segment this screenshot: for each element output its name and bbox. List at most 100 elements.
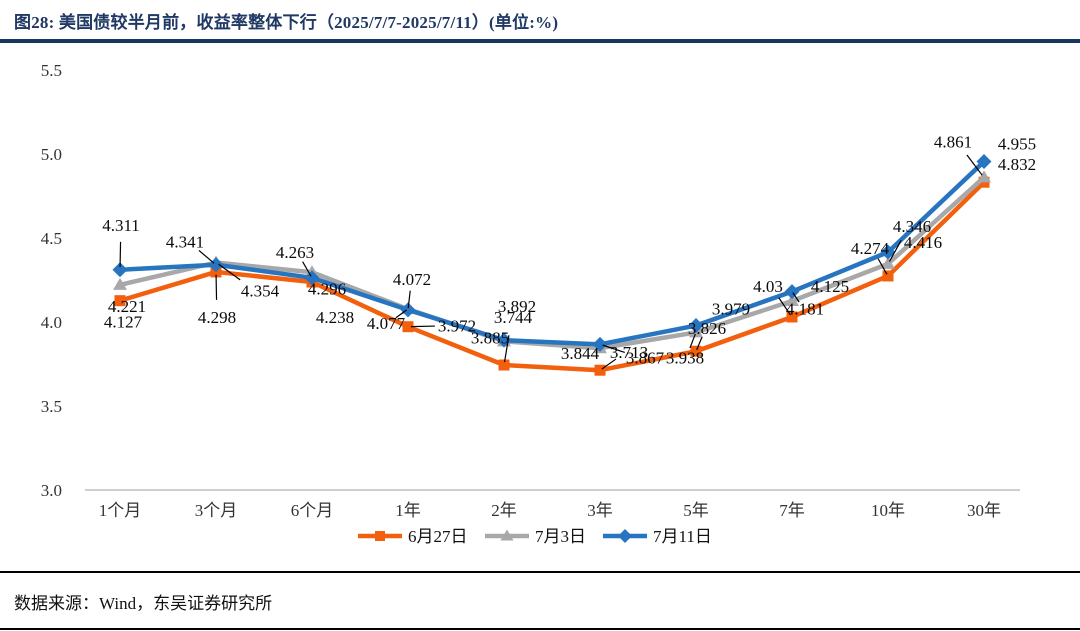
data-label-jul11: 4.955 [998, 135, 1036, 154]
data-label-jun27: 4.238 [316, 308, 354, 327]
series-marker-jun27 [594, 364, 606, 376]
data-label-jun27: 4.03 [753, 277, 783, 296]
source-divider-bottom [0, 628, 1080, 630]
legend-item-jun27: 6月27日 [358, 527, 468, 546]
label-leader-line [395, 309, 408, 319]
y-tick-label: 3.5 [41, 397, 62, 416]
figure-title: 图28: 美国债较半月前，收益率整体下行（2025/7/7-2025/7/11）… [14, 13, 559, 32]
data-label-jul11: 4.341 [166, 233, 204, 252]
series-marker-jul11 [976, 154, 992, 170]
data-label-jul11: 4.263 [276, 243, 314, 262]
series-line-jul11 [119, 159, 986, 347]
x-tick-label: 7年 [779, 501, 805, 520]
series-marker-jun27 [786, 311, 798, 323]
series-marker-jul11 [112, 262, 128, 278]
label-leader-line [778, 297, 792, 316]
series-marker-jul11 [880, 244, 896, 260]
y-tick-label: 3.0 [41, 481, 62, 500]
data-label-jul03: 4.346 [893, 217, 931, 236]
x-tick-label: 30年 [967, 501, 1001, 520]
label-leader-line [218, 263, 241, 281]
label-leader-line [602, 344, 625, 353]
data-label-jul11: 4.072 [393, 270, 431, 289]
data-label-jun27: 3.713 [610, 343, 648, 362]
data-label-jun27: 4.274 [851, 239, 890, 258]
legend-marker-jul03 [500, 529, 514, 541]
legend-label-jul03: 7月3日 [535, 527, 586, 546]
data-label-jul03: 4.296 [308, 279, 346, 298]
series-marker-jul11 [592, 336, 608, 352]
series-marker-jun27 [498, 359, 510, 371]
series-marker-jul11 [688, 318, 704, 334]
data-label-jul03: 4.861 [934, 132, 972, 151]
y-tick-label: 5.5 [41, 61, 62, 80]
title-divider [0, 39, 1080, 43]
data-label-jul03: 3.844 [561, 344, 600, 363]
series-marker-jul11 [400, 302, 416, 318]
label-leader-line [888, 240, 902, 262]
data-label-jul03: 3.885 [471, 328, 509, 347]
data-label-jul03: 4.125 [811, 277, 849, 296]
series-line-jun27 [119, 180, 986, 373]
series-line-jul03 [119, 175, 986, 351]
legend-label-jul11: 7月11日 [653, 527, 712, 546]
x-tick-label: 6个月 [291, 501, 334, 520]
y-tick-label: 4.0 [41, 313, 62, 332]
y-tick-label: 5.0 [41, 145, 62, 164]
source-divider-top [0, 571, 1080, 573]
data-label-jun27: 3.744 [494, 308, 533, 327]
y-tick-label: 4.5 [41, 229, 62, 248]
data-label-jul03: 4.221 [108, 297, 146, 316]
data-label-jul11: 4.416 [904, 233, 942, 252]
legend-marker-jun27 [375, 531, 385, 541]
x-tick-label: 2年 [491, 501, 517, 520]
data-label-jul11: 4.311 [102, 216, 140, 235]
label-leader-line [407, 290, 411, 309]
data-label-jul03: 4.077 [367, 314, 406, 333]
label-leader-line [198, 249, 215, 264]
label-leader-line [503, 335, 510, 363]
data-label-jun27: 3.972 [438, 317, 476, 336]
series-marker-jul03 [785, 294, 799, 306]
data-label-jul11: 4.181 [786, 300, 824, 319]
label-leader-line [966, 154, 983, 176]
data-label-jul03: 3.938 [666, 348, 704, 367]
x-tick-label: 1个月 [99, 501, 142, 520]
data-label-jun27: 3.826 [688, 319, 726, 338]
label-leader-line [410, 325, 435, 328]
series-marker-jul11 [304, 270, 320, 286]
legend-label-jun27: 6月27日 [408, 527, 468, 546]
data-label-jul11: 3.892 [498, 297, 536, 316]
data-label-jun27: 4.298 [198, 308, 236, 327]
series-marker-jul03 [881, 256, 895, 269]
series-marker-jun27 [114, 295, 126, 307]
series-marker-jul11 [784, 284, 800, 300]
data-label-jul11: 3.979 [712, 300, 750, 319]
x-tick-label: 3个月 [195, 501, 238, 520]
series-marker-jul03 [977, 170, 991, 183]
series-marker-jun27 [882, 270, 894, 282]
label-leader-line [302, 261, 312, 277]
series-marker-jun27 [402, 321, 414, 333]
source-note: 数据来源：Wind，东吴证券研究所 [14, 594, 273, 613]
x-tick-label: 5年 [683, 501, 709, 520]
label-leader-line [792, 292, 800, 303]
label-leader-line [696, 336, 703, 351]
label-leader-line [689, 333, 696, 349]
data-label-jun27: 4.127 [104, 313, 143, 332]
data-label-jul03: 4.354 [241, 282, 280, 301]
series-marker-jul03 [113, 277, 127, 290]
label-leader-line [877, 258, 888, 275]
series-marker-jun27 [690, 345, 702, 357]
x-tick-label: 3年 [587, 501, 613, 520]
legend-item-jul03: 7月3日 [485, 527, 586, 546]
data-label-jul11: 3.867 [626, 348, 665, 367]
legend-marker-jul11 [618, 529, 632, 543]
label-leader-line [601, 358, 617, 370]
x-tick-label: 1年 [395, 501, 421, 520]
x-tick-label: 10年 [871, 501, 905, 520]
data-label-jun27: 4.832 [998, 155, 1036, 174]
legend-item-jul11: 7月11日 [603, 527, 712, 546]
